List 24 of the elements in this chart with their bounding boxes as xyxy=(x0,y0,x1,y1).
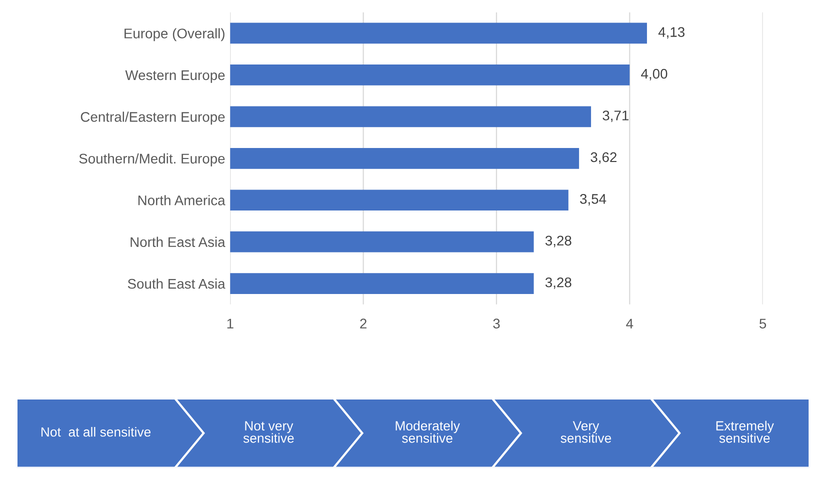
data-label: 3,54 xyxy=(580,194,606,206)
data-label: 3,62 xyxy=(590,152,616,164)
y-tick-label: North East Asia xyxy=(130,236,226,248)
y-tick-label: Europe (Overall) xyxy=(124,28,224,42)
data-label: 4,13 xyxy=(658,27,684,39)
data-label: 3,28 xyxy=(545,277,572,289)
text: Extremely sensitive xyxy=(716,420,774,443)
text: Not at all sensitive xyxy=(41,426,151,437)
y-tick-label: North America xyxy=(138,195,226,206)
x-tick-label: 2 xyxy=(360,318,366,328)
x-tick-label: 5 xyxy=(760,318,766,329)
data-label: 3,71 xyxy=(602,110,628,122)
data-label: 3,28 xyxy=(545,236,572,248)
text: Very sensitive xyxy=(560,421,612,443)
y-tick-label: Southern/Medit. Europe xyxy=(79,153,225,166)
text: Not very sensitive xyxy=(243,421,294,443)
y-tick-label: Western Europe xyxy=(125,70,225,83)
text: Moderately sensitive xyxy=(396,420,460,443)
y-tick-label: South East Asia xyxy=(128,278,226,289)
x-tick-label: 4 xyxy=(626,318,634,328)
x-tick-label: 1 xyxy=(227,318,234,328)
y-tick-label: Central/Eastern Europe xyxy=(80,112,225,125)
data-label: 4,00 xyxy=(641,68,668,80)
x-tick-label: 3 xyxy=(493,318,500,329)
